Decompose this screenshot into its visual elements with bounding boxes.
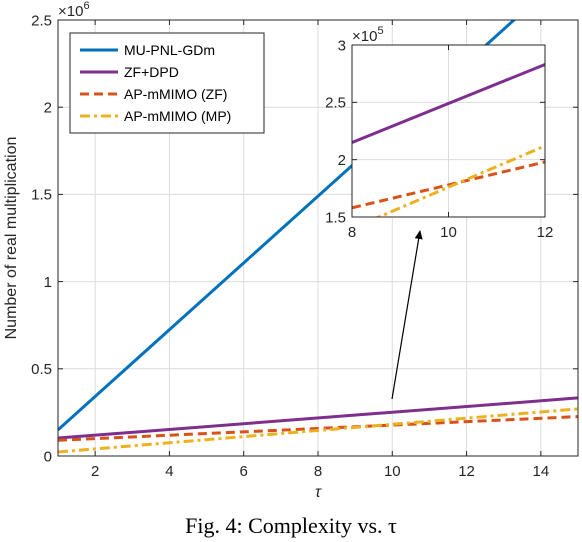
inset-series-lines xyxy=(352,63,545,217)
main-x-tick-label: 8 xyxy=(314,463,322,480)
main-x-tick-label: 12 xyxy=(458,463,475,480)
main-series-line-ap-mmimo-mp xyxy=(58,407,578,454)
legend-label: ZF+DPD xyxy=(124,64,179,80)
main-y-exponent-power: 6 xyxy=(83,0,89,12)
main-y-tick-label: 1 xyxy=(44,274,52,291)
arrow-line xyxy=(391,230,423,400)
main-y-tick-labels: 0 0.5 1 1.5 2 2.5 xyxy=(31,12,52,465)
inset-y-exponent-power: 5 xyxy=(377,25,383,37)
inset-plot-area: 8 10 12 1.5 2 2.5 3 ×105 xyxy=(325,25,553,241)
zoom-annotation-arrow xyxy=(391,230,423,400)
legend-label: MU-PNL-GDm xyxy=(124,42,215,58)
legend-items: MU-PNL-GDm ZF+DPD AP-mMIMO (ZF) AP-mMIMO (M… xyxy=(80,42,231,124)
main-y-tick-label: 1.5 xyxy=(31,187,52,204)
inset-y-tick-label: 2.5 xyxy=(325,95,346,112)
main-series-line-ap-mmimo-zf xyxy=(58,415,578,442)
inset-x-tick-label: 12 xyxy=(537,224,554,241)
legend-label: AP-mMIMO (ZF) xyxy=(124,86,227,102)
inset-y-exponent: ×105 xyxy=(352,25,384,45)
main-y-exponent-base: ×10 xyxy=(58,3,83,20)
x-axis-label: τ xyxy=(315,484,322,501)
inset-series-line-ap-mmimo-zf xyxy=(352,160,545,210)
legend-label: AP-mMIMO (MP) xyxy=(124,108,231,124)
legend: MU-PNL-GDm ZF+DPD AP-mMIMO (ZF) AP-mMIMO (M… xyxy=(69,32,265,134)
y-axis-label: Number of real multiplication xyxy=(3,137,20,340)
inset-tick-marks xyxy=(351,44,546,218)
main-x-tick-labels: 2 4 6 8 10 12 14 xyxy=(91,463,549,480)
inset-series-line-ap-mmimo-mp xyxy=(374,144,545,217)
main-y-exponent: ×106 xyxy=(58,0,90,20)
inset-x-tick-label: 10 xyxy=(440,224,457,241)
main-y-tick-label: 0.5 xyxy=(31,361,52,378)
inset-y-tick-label: 2 xyxy=(338,152,346,169)
main-x-tick-label: 4 xyxy=(165,463,173,480)
inset-y-tick-labels: 1.5 2 2.5 3 xyxy=(325,37,346,226)
figure-caption: Fig. 4: Complexity vs. τ xyxy=(185,513,397,538)
main-x-tick-label: 2 xyxy=(91,463,99,480)
main-y-tick-label: 2 xyxy=(44,99,52,116)
main-tick-marks xyxy=(58,19,578,457)
inset-x-tick-label: 8 xyxy=(348,224,356,241)
inset-y-tick-label: 3 xyxy=(338,37,346,54)
inset-y-tick-label: 1.5 xyxy=(325,209,346,226)
main-x-tick-label: 14 xyxy=(533,463,550,480)
main-x-tick-label: 10 xyxy=(384,463,401,480)
inset-x-tick-labels: 8 10 12 xyxy=(348,224,554,241)
inset-y-exponent-base: ×10 xyxy=(352,28,377,45)
main-x-tick-label: 6 xyxy=(240,463,248,480)
inset-series-line-zf-dpd xyxy=(352,63,545,144)
main-y-tick-label: 2.5 xyxy=(31,12,52,29)
main-y-tick-label: 0 xyxy=(44,448,52,465)
main-series-lines xyxy=(58,20,578,454)
complexity-figure: 2 4 6 8 10 12 14 00.511.522.5 ×106 τ Number of… xyxy=(3,0,579,501)
main-series-line-zf-dpd xyxy=(58,396,578,440)
main-series-line-mu-pnl-gdm xyxy=(58,20,517,431)
